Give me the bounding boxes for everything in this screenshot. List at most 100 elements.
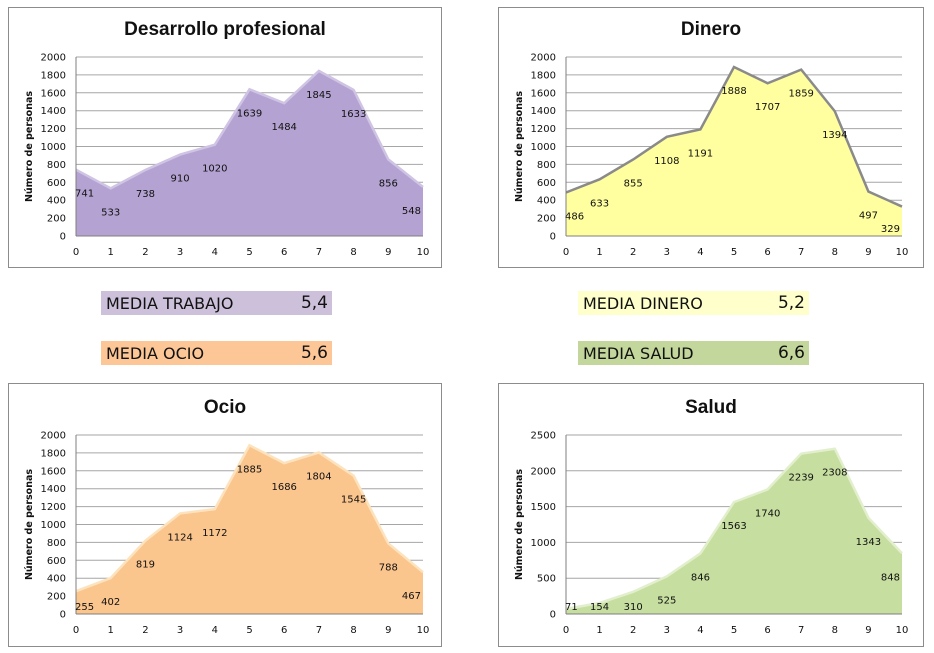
data-label: 525 bbox=[657, 595, 676, 606]
x-tick-label: 1 bbox=[108, 625, 114, 636]
x-tick-label: 10 bbox=[896, 247, 909, 258]
y-tick-label: 0 bbox=[60, 232, 66, 243]
media-ocio-label: MEDIA OCIO bbox=[106, 343, 205, 363]
media-dinero-value: 5,2 bbox=[777, 293, 805, 313]
y-tick-label: 1000 bbox=[41, 142, 66, 153]
x-tick-label: 1 bbox=[596, 625, 602, 636]
area-fill bbox=[76, 70, 423, 236]
x-tick-label: 2 bbox=[630, 247, 636, 258]
x-tick-label: 0 bbox=[73, 625, 79, 636]
x-tick-label: 2 bbox=[142, 247, 148, 258]
x-tick-label: 6 bbox=[281, 247, 287, 258]
x-tick-label: 9 bbox=[865, 625, 871, 636]
x-tick-label: 3 bbox=[664, 625, 670, 636]
x-tick-label: 0 bbox=[563, 625, 569, 636]
media-salud-value: 6,6 bbox=[777, 343, 805, 363]
y-tick-label: 2000 bbox=[531, 466, 556, 477]
media-ocio-value: 5,6 bbox=[300, 343, 328, 363]
y-tick-label: 600 bbox=[537, 178, 556, 189]
data-label: 1707 bbox=[755, 102, 780, 113]
chart-ocio: Ocio 0 200 400 600 800 1000 1200 1400 1600 1800 200… bbox=[8, 383, 442, 647]
y-tick-label: 800 bbox=[47, 538, 66, 549]
x-tick-label: 3 bbox=[177, 625, 183, 636]
data-label: 855 bbox=[624, 178, 643, 189]
data-label: 548 bbox=[402, 206, 421, 217]
data-label: 1484 bbox=[271, 122, 296, 133]
x-tick-label: 2 bbox=[630, 625, 636, 636]
x-tick-label: 10 bbox=[417, 247, 430, 258]
data-label: 1108 bbox=[654, 156, 679, 167]
data-label: 1686 bbox=[271, 482, 296, 493]
area-fill bbox=[76, 445, 423, 614]
area-line bbox=[565, 65, 903, 208]
y-tick-label: 1800 bbox=[41, 448, 66, 459]
x-tick-label: 6 bbox=[764, 247, 770, 258]
y-tick-label: 1600 bbox=[41, 88, 66, 99]
chart-title: Dinero bbox=[681, 19, 741, 40]
x-tick-label: 9 bbox=[865, 247, 871, 258]
data-label: 1740 bbox=[755, 508, 780, 519]
data-label: 910 bbox=[171, 174, 190, 185]
x-tick-label: 6 bbox=[281, 625, 287, 636]
data-label: 1845 bbox=[306, 90, 331, 101]
y-tick-label: 400 bbox=[537, 196, 556, 207]
x-tick-label: 4 bbox=[697, 625, 703, 636]
y-tick-label: 400 bbox=[47, 574, 66, 585]
data-label: 1639 bbox=[237, 108, 262, 119]
chart-title: Desarrollo profesional bbox=[124, 19, 326, 40]
media-dinero-label: MEDIA DINERO bbox=[583, 293, 703, 313]
x-tick-label: 9 bbox=[385, 625, 391, 636]
y-tick-label: 1200 bbox=[41, 502, 66, 513]
chart-salud-svg: Salud 0 500 1000 1500 2000 2500 0 1 2 3 4 5 6 7 8 9 10 71 1… bbox=[514, 397, 908, 636]
data-label: 1124 bbox=[167, 532, 192, 543]
y-tick-label: 1000 bbox=[531, 142, 556, 153]
x-tick-label: 3 bbox=[177, 247, 183, 258]
y-tick-label: 2000 bbox=[531, 53, 556, 64]
x-tick-label: 6 bbox=[764, 625, 770, 636]
area-line bbox=[565, 447, 903, 611]
data-label: 1885 bbox=[237, 464, 262, 475]
y-tick-label: 1800 bbox=[41, 70, 66, 81]
data-label: 1343 bbox=[856, 537, 881, 548]
y-tick-label: 1400 bbox=[41, 106, 66, 117]
y-tick-label: 1000 bbox=[531, 538, 556, 549]
chart-desarrollo-profesional: Desarrollo profesional 0 200 400 600 800 1000 1… bbox=[8, 7, 442, 268]
chart-desarrollo-profesional-svg: Desarrollo profesional 0 200 400 600 800 1000 1… bbox=[24, 19, 430, 258]
media-trabajo-box: MEDIA TRABAJO 5,4 bbox=[101, 291, 332, 315]
chart-salud: Salud 0 500 1000 1500 2000 2500 0 1 2 3 4 5 6 7 8 9 10 71 1… bbox=[498, 383, 924, 647]
chart-ocio-svg: Ocio 0 200 400 600 800 1000 1200 1400 1600 1800 200… bbox=[24, 397, 429, 636]
media-trabajo-value: 5,4 bbox=[300, 293, 328, 313]
x-tick-label: 4 bbox=[212, 247, 218, 258]
x-tick-label: 5 bbox=[731, 625, 737, 636]
data-label: 310 bbox=[624, 602, 643, 613]
y-axis-label: Número de personas bbox=[514, 91, 525, 202]
x-tick-label: 8 bbox=[350, 625, 356, 636]
data-label: 1191 bbox=[688, 148, 713, 159]
x-tick-label: 0 bbox=[73, 247, 79, 258]
y-tick-label: 200 bbox=[47, 592, 66, 603]
data-label: 467 bbox=[402, 591, 421, 602]
data-label: 848 bbox=[881, 572, 900, 583]
data-label: 402 bbox=[101, 597, 120, 608]
x-tick-label: 9 bbox=[385, 247, 391, 258]
y-tick-label: 2500 bbox=[531, 431, 556, 442]
y-tick-label: 0 bbox=[550, 610, 556, 621]
x-tick-label: 7 bbox=[316, 625, 322, 636]
x-tick-label: 1 bbox=[596, 247, 602, 258]
x-tick-label: 0 bbox=[563, 247, 569, 258]
chart-dinero-svg: Dinero 0 200 400 600 800 1000 1200 1400 1600 1800 2… bbox=[514, 19, 909, 258]
x-tick-label: 8 bbox=[832, 247, 838, 258]
data-label: 788 bbox=[379, 562, 398, 573]
y-tick-label: 400 bbox=[47, 196, 66, 207]
x-tick-label: 5 bbox=[731, 247, 737, 258]
media-salud-label: MEDIA SALUD bbox=[583, 343, 694, 363]
data-label: 255 bbox=[75, 602, 94, 613]
y-tick-label: 1400 bbox=[531, 106, 556, 117]
x-tick-label: 5 bbox=[246, 247, 252, 258]
area-line bbox=[75, 69, 424, 190]
y-tick-label: 600 bbox=[47, 178, 66, 189]
media-salud-box: MEDIA SALUD 6,6 bbox=[578, 341, 809, 365]
y-tick-label: 1500 bbox=[531, 502, 556, 513]
data-label: 1172 bbox=[202, 528, 227, 539]
x-tick-label: 8 bbox=[832, 625, 838, 636]
